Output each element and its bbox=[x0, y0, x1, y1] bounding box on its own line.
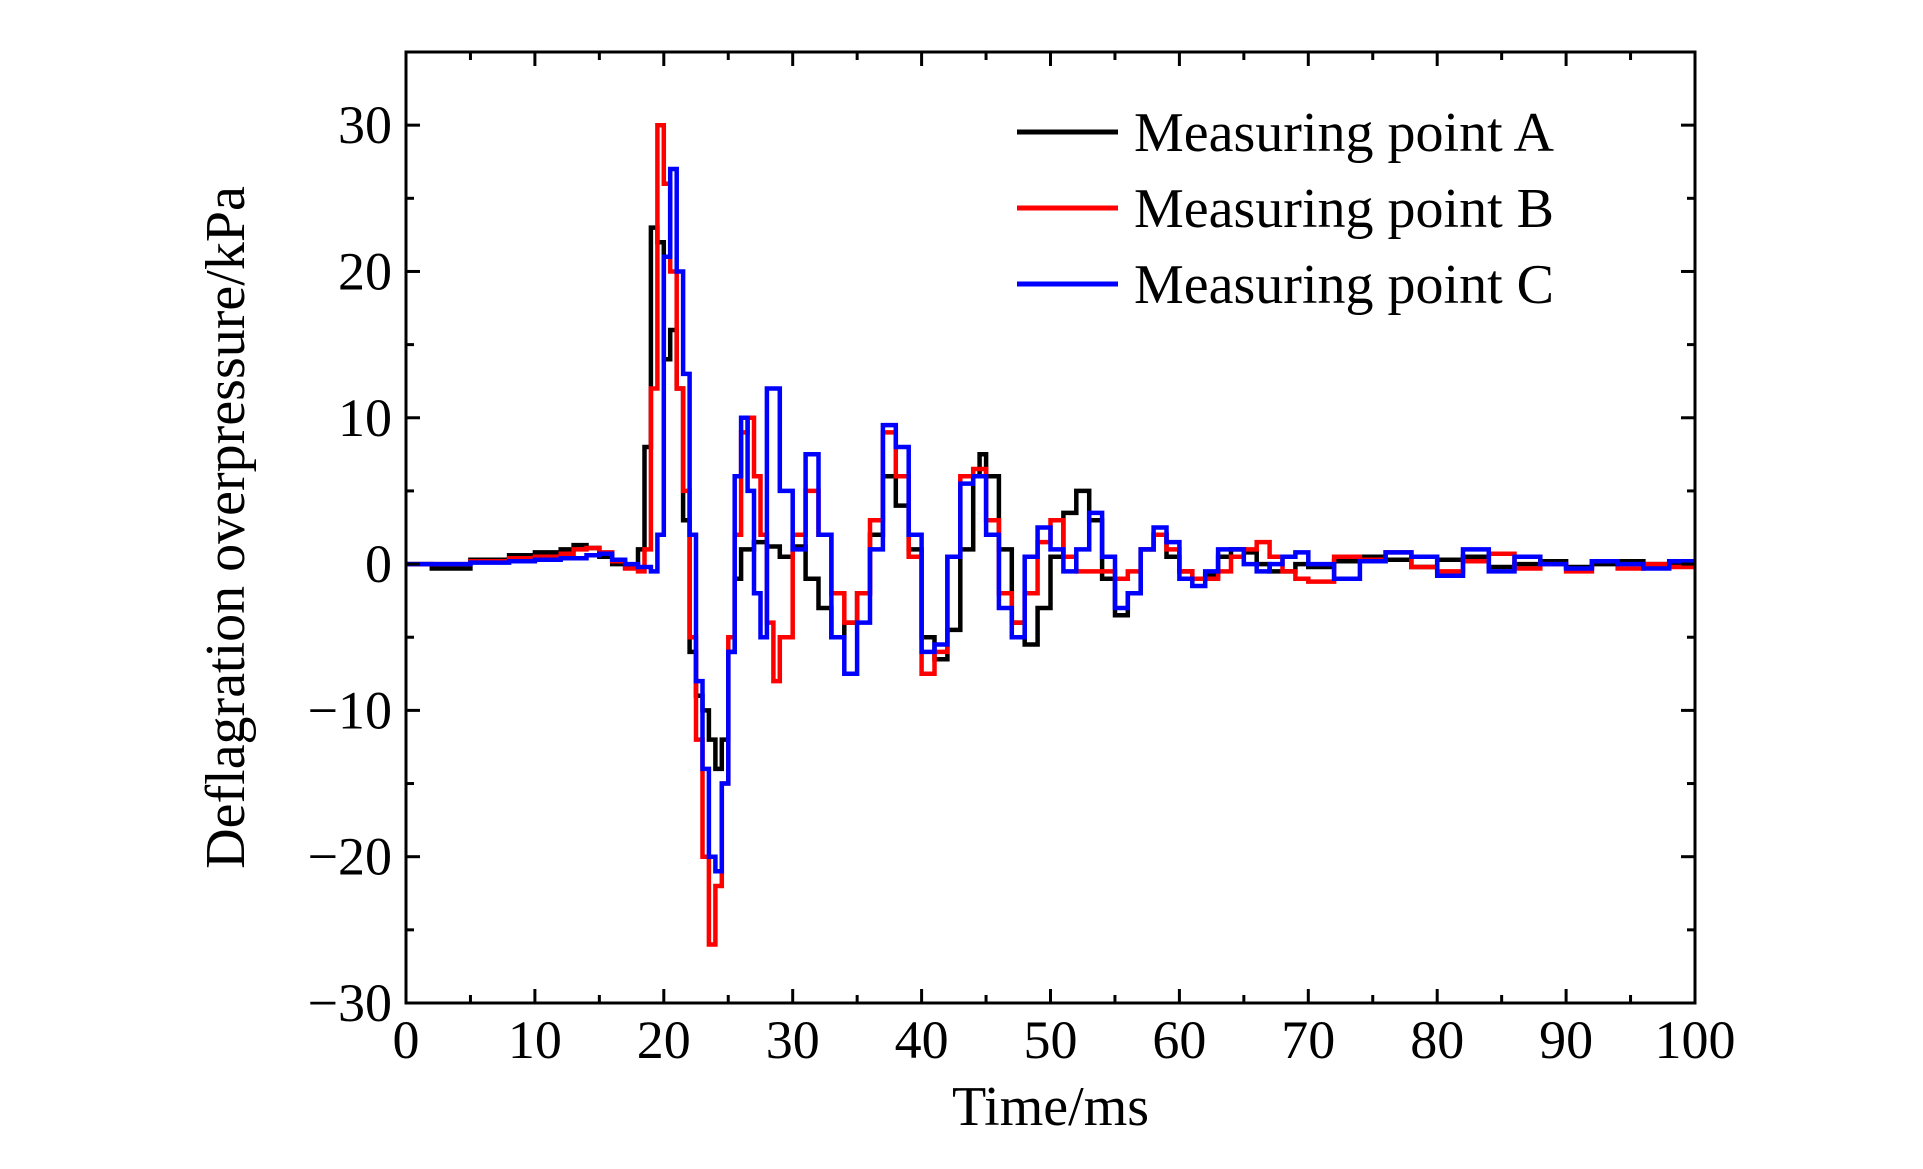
legend-label-a: Measuring point A bbox=[1134, 102, 1555, 164]
x-axis-tick-labels: 0 10 20 30 40 50 60 70 80 90 100 bbox=[393, 1010, 1736, 1070]
x-tick-label: 20 bbox=[637, 1010, 691, 1070]
series-line-c bbox=[406, 166, 1695, 874]
y-tick-label: 10 bbox=[338, 388, 392, 448]
x-tick-label: 30 bbox=[766, 1010, 820, 1070]
legend-label-c: Measuring point C bbox=[1134, 254, 1554, 316]
legend-label-b: Measuring point B bbox=[1134, 178, 1554, 240]
x-tick-label: 0 bbox=[393, 1010, 420, 1070]
y-tick-label: −30 bbox=[308, 973, 392, 1033]
axis-ticks bbox=[404, 50, 1697, 1005]
y-axis-title: Deflagration overpressure/kPa bbox=[195, 186, 257, 869]
series-layer bbox=[406, 122, 1695, 947]
y-tick-label: 20 bbox=[338, 241, 392, 301]
chart-legend: Measuring point A Measuring point B Measur… bbox=[1017, 102, 1555, 316]
y-tick-label: −10 bbox=[308, 680, 392, 740]
x-tick-label: 40 bbox=[895, 1010, 949, 1070]
x-tick-label: 100 bbox=[1655, 1010, 1736, 1070]
x-tick-label: 60 bbox=[1152, 1010, 1206, 1070]
y-axis-tick-labels: −30 −20 −10 0 10 20 30 bbox=[308, 95, 392, 1033]
series-line-b bbox=[406, 122, 1695, 947]
x-tick-label: 50 bbox=[1024, 1010, 1078, 1070]
x-axis-title: Time/ms bbox=[952, 1076, 1149, 1138]
x-tick-label: 90 bbox=[1539, 1010, 1593, 1070]
x-tick-label: 80 bbox=[1410, 1010, 1464, 1070]
y-tick-label: −20 bbox=[308, 827, 392, 887]
y-tick-label: 30 bbox=[338, 95, 392, 155]
x-tick-label: 70 bbox=[1281, 1010, 1335, 1070]
y-tick-label: 0 bbox=[365, 534, 392, 594]
x-tick-label: 10 bbox=[508, 1010, 562, 1070]
